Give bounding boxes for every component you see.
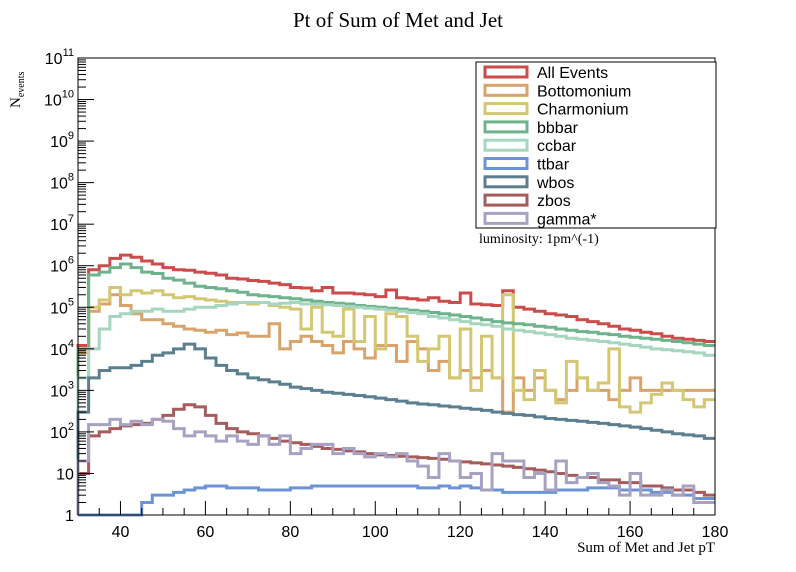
x-tick-label: 180	[702, 524, 729, 541]
series-ttbar	[78, 484, 715, 517]
legend-label-bbbar: bbbar	[537, 120, 579, 137]
legend-label-all-events: All Events	[537, 65, 608, 82]
y-tick-label: 103	[50, 379, 74, 400]
y-tick-label: 104	[50, 338, 74, 359]
y-tick-label: 109	[50, 130, 74, 151]
legend-swatch-ccbar	[483, 138, 529, 152]
y-axis: 1 10 102 103 104 105 106 107 108 109 1010 1011	[44, 47, 94, 525]
y-tick-label: 102	[50, 421, 74, 442]
series-wbos	[76, 342, 715, 515]
x-axis: 40 60 80 100 120 140 160 180	[77, 501, 729, 541]
x-tick-label: 60	[197, 524, 215, 541]
x-tick-label: 120	[447, 524, 474, 541]
plot-series-group	[76, 253, 715, 517]
legend-swatch-ttbar	[483, 157, 529, 170]
series-charmonium	[76, 285, 715, 515]
legend-label-bottomonium: Bottomonium	[537, 83, 631, 100]
y-tick-label: 1	[65, 508, 74, 525]
legend-swatch-bbbar	[483, 120, 529, 134]
luminosity-annotation: luminosity: 1pm^(-1)	[479, 232, 599, 247]
y-tick-label: 105	[50, 296, 74, 317]
legend-swatch-charmonium	[483, 102, 529, 116]
legend-label-wbos: wbos	[536, 175, 574, 192]
legend-label-charmonium: Charmonium	[537, 102, 629, 119]
series-ccbar	[76, 301, 715, 515]
svg-text:Nevents: Nevents	[8, 72, 27, 108]
y-tick-label: 10	[56, 466, 74, 483]
legend-swatch-bottomonium	[483, 83, 529, 97]
y-axis-label-sub: events	[16, 72, 27, 98]
series-all-events	[76, 253, 715, 515]
legend-label-ccbar: ccbar	[537, 138, 577, 155]
legend-swatch-all-events	[483, 65, 529, 79]
x-tick-label: 80	[281, 524, 299, 541]
chart-title: Pt of Sum of Met and Jet	[293, 8, 503, 32]
series-bbbar	[76, 262, 715, 515]
y-tick-label: 106	[50, 255, 74, 276]
legend-swatch-wbos	[483, 175, 529, 189]
y-axis-label-main: N	[8, 97, 24, 108]
x-axis-label: Sum of Met and Jet pT	[577, 540, 715, 556]
legend-label-ttbar: ttbar	[537, 157, 570, 174]
x-tick-label: 100	[362, 524, 389, 541]
y-tick-label: 107	[50, 213, 74, 234]
y-tick-label: 108	[50, 172, 74, 193]
legend-swatch-gamma	[483, 211, 529, 225]
x-tick-label: 140	[532, 524, 559, 541]
y-tick-label: 1010	[44, 89, 74, 110]
y-axis-label: Nevents	[8, 72, 27, 108]
legend-swatch-zbos	[483, 193, 529, 207]
x-tick-label: 40	[112, 524, 130, 541]
y-tick-label: 1011	[45, 47, 74, 68]
series-gamma	[76, 417, 715, 515]
legend-label-zbos: zbos	[537, 193, 571, 210]
legend-label-gamma: gamma*	[537, 211, 597, 228]
x-tick-label: 160	[617, 524, 644, 541]
